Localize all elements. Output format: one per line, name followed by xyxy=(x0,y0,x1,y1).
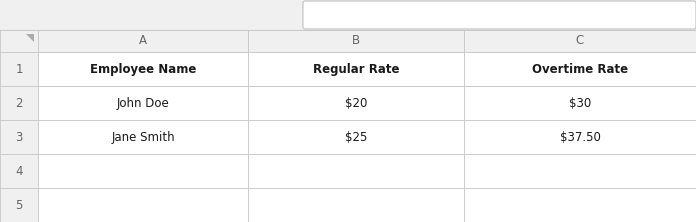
Bar xyxy=(464,120,696,154)
Bar xyxy=(0,120,38,154)
Text: 4: 4 xyxy=(15,165,23,178)
Bar xyxy=(248,154,464,188)
Text: Jane Smith: Jane Smith xyxy=(111,131,175,143)
Bar xyxy=(464,30,696,52)
Text: 3: 3 xyxy=(15,131,23,143)
Bar xyxy=(38,154,248,188)
Text: A: A xyxy=(139,34,147,48)
Bar xyxy=(0,30,38,52)
Text: C: C xyxy=(576,34,584,48)
Text: Regular Rate: Regular Rate xyxy=(313,63,400,75)
Text: B: B xyxy=(352,34,360,48)
Bar xyxy=(0,154,38,188)
Text: 5: 5 xyxy=(15,198,23,212)
Bar xyxy=(464,86,696,120)
Bar xyxy=(248,52,464,86)
Bar xyxy=(248,30,464,52)
Bar xyxy=(464,52,696,86)
Bar xyxy=(38,188,248,222)
Text: $25: $25 xyxy=(345,131,367,143)
Text: $37.50: $37.50 xyxy=(560,131,601,143)
FancyBboxPatch shape xyxy=(303,1,696,29)
Polygon shape xyxy=(26,34,34,42)
Bar xyxy=(464,188,696,222)
Bar xyxy=(0,0,696,30)
Bar xyxy=(0,86,38,120)
Bar xyxy=(248,188,464,222)
Text: Employee Name: Employee Name xyxy=(90,63,196,75)
Bar xyxy=(0,188,38,222)
Text: Overtime Rate: Overtime Rate xyxy=(532,63,628,75)
Bar xyxy=(248,86,464,120)
Text: 1: 1 xyxy=(15,63,23,75)
Text: John Doe: John Doe xyxy=(117,97,169,109)
Bar xyxy=(464,154,696,188)
Bar xyxy=(38,52,248,86)
Bar xyxy=(38,30,248,52)
Bar xyxy=(248,120,464,154)
Text: 2: 2 xyxy=(15,97,23,109)
Text: $20: $20 xyxy=(345,97,367,109)
Bar xyxy=(38,120,248,154)
Bar xyxy=(38,86,248,120)
Text: $30: $30 xyxy=(569,97,591,109)
Bar xyxy=(0,52,38,86)
